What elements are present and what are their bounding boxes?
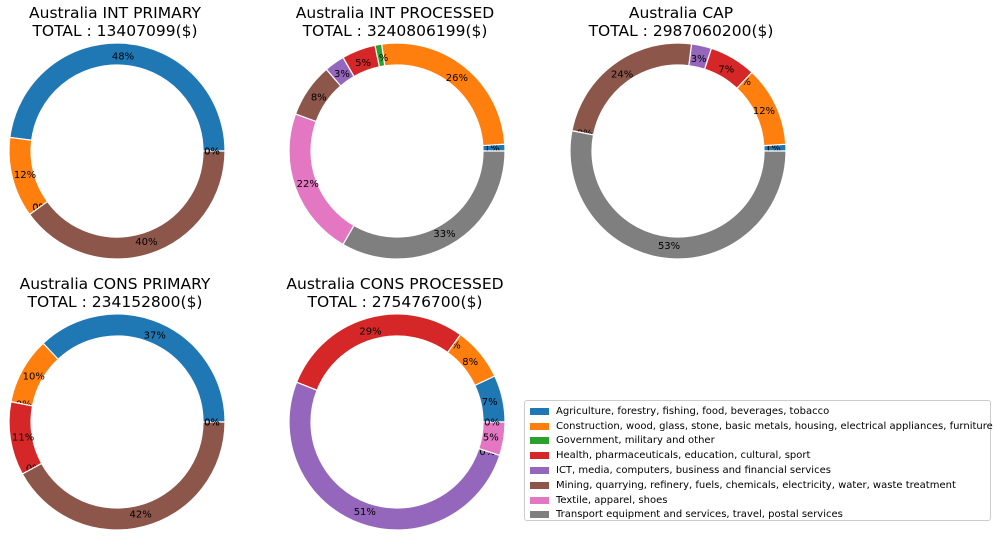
slice-label: 10% (23, 372, 45, 383)
legend-item: Textile, apparel, shoes (530, 493, 990, 508)
slice-label: 0% (735, 77, 751, 88)
legend-swatch (530, 481, 549, 489)
slice-label: 0% (204, 147, 220, 158)
legend-label: Transport equipment and services, travel… (556, 509, 843, 521)
chart-title: Australia CAP (629, 4, 733, 22)
slice-label: 12% (753, 106, 775, 117)
legend-swatch (530, 452, 549, 460)
slice-label: 26% (446, 73, 468, 84)
chart-subtitle: TOTAL : 234152800($) (27, 293, 203, 311)
chart-subtitle: TOTAL : 275476700($) (307, 293, 483, 311)
legend-label: Mining, quarrying, refinery, fuels, chem… (556, 479, 956, 491)
slice-label: 3% (334, 69, 350, 80)
slice-label: 0% (484, 418, 500, 429)
slice-label: 8% (462, 357, 478, 368)
slice-label: 51% (354, 507, 376, 518)
legend-label: Health, pharmaceuticals, education, cult… (556, 450, 811, 462)
slice-label: 33% (433, 229, 455, 240)
slice-label: 40% (135, 237, 157, 248)
slice-label: 0% (479, 447, 495, 458)
legend-label: ICT, media, computers, business and fina… (556, 465, 831, 477)
legend-swatch (530, 407, 549, 415)
donut-slice (380, 42, 506, 147)
donut-slice (42, 313, 226, 423)
slice-label: 0% (204, 418, 220, 429)
donut-slice (21, 421, 226, 531)
donut-slice (288, 381, 501, 531)
donut-slice (342, 150, 506, 260)
chart-title: Australia INT PROCESSED (296, 4, 494, 22)
legend-item: Construction, wood, glass, stone, basic … (530, 419, 993, 434)
legend-label: Construction, wood, glass, stone, basic … (556, 420, 993, 432)
slice-label: 1% (373, 53, 389, 64)
slice-label: 0% (204, 418, 220, 429)
slice-label: 8% (311, 93, 327, 104)
chart-subtitle: TOTAL : 2987060200($) (588, 22, 774, 40)
slice-label: 11% (12, 432, 34, 443)
donut-slice (571, 42, 693, 136)
legend-item: Government, military and other (530, 434, 990, 449)
slice-label: 0% (204, 147, 220, 158)
chart-subtitle: TOTAL : 13407099($) (31, 22, 197, 40)
legend-swatch (530, 437, 549, 445)
slice-label: 24% (611, 70, 633, 81)
slice-label: 7% (718, 65, 734, 76)
slice-label: 1% (765, 144, 781, 155)
legend-item: Agriculture, forestry, fishing, food, be… (530, 404, 990, 419)
legend-item: Health, pharmaceuticals, education, cult… (530, 448, 990, 463)
chart-title: Australia INT PRIMARY (29, 4, 201, 22)
donut-slice (28, 150, 226, 260)
slice-label: 37% (144, 330, 166, 341)
legend-swatch (530, 422, 549, 430)
slice-label: 5% (483, 432, 499, 443)
legend-label: Textile, apparel, shoes (556, 494, 668, 506)
slice-label: 1% (484, 143, 500, 154)
chart-title: Australia CONS PRIMARY (20, 275, 211, 293)
slice-label: 53% (658, 241, 680, 252)
legend-item: Transport equipment and services, travel… (530, 508, 990, 523)
legend-item: ICT, media, computers, business and fina… (530, 463, 990, 478)
slice-label: 48% (112, 52, 134, 63)
slice-label: 3% (691, 54, 707, 65)
chart-title: Australia CONS PROCESSED (286, 275, 503, 293)
slice-label: 7% (482, 397, 498, 408)
legend-swatch (530, 511, 549, 519)
legend-swatch (530, 467, 549, 475)
slice-label: 29% (359, 326, 381, 337)
chart-legend: Agriculture, forestry, fishing, food, be… (524, 400, 993, 523)
legend-item: Mining, quarrying, refinery, fuels, chem… (530, 478, 990, 493)
legend-label: Government, military and other (556, 435, 715, 447)
chart-subtitle: TOTAL : 3240806199($) (302, 22, 488, 40)
legend-swatch (530, 496, 549, 504)
slice-label: 22% (297, 179, 319, 190)
slice-label: 42% (130, 510, 152, 521)
slice-label: 12% (14, 170, 36, 181)
slice-label: 5% (355, 58, 371, 69)
legend-label: Agriculture, forestry, fishing, food, be… (556, 405, 830, 417)
donut-slice (478, 421, 506, 457)
donut-slice (569, 130, 787, 260)
